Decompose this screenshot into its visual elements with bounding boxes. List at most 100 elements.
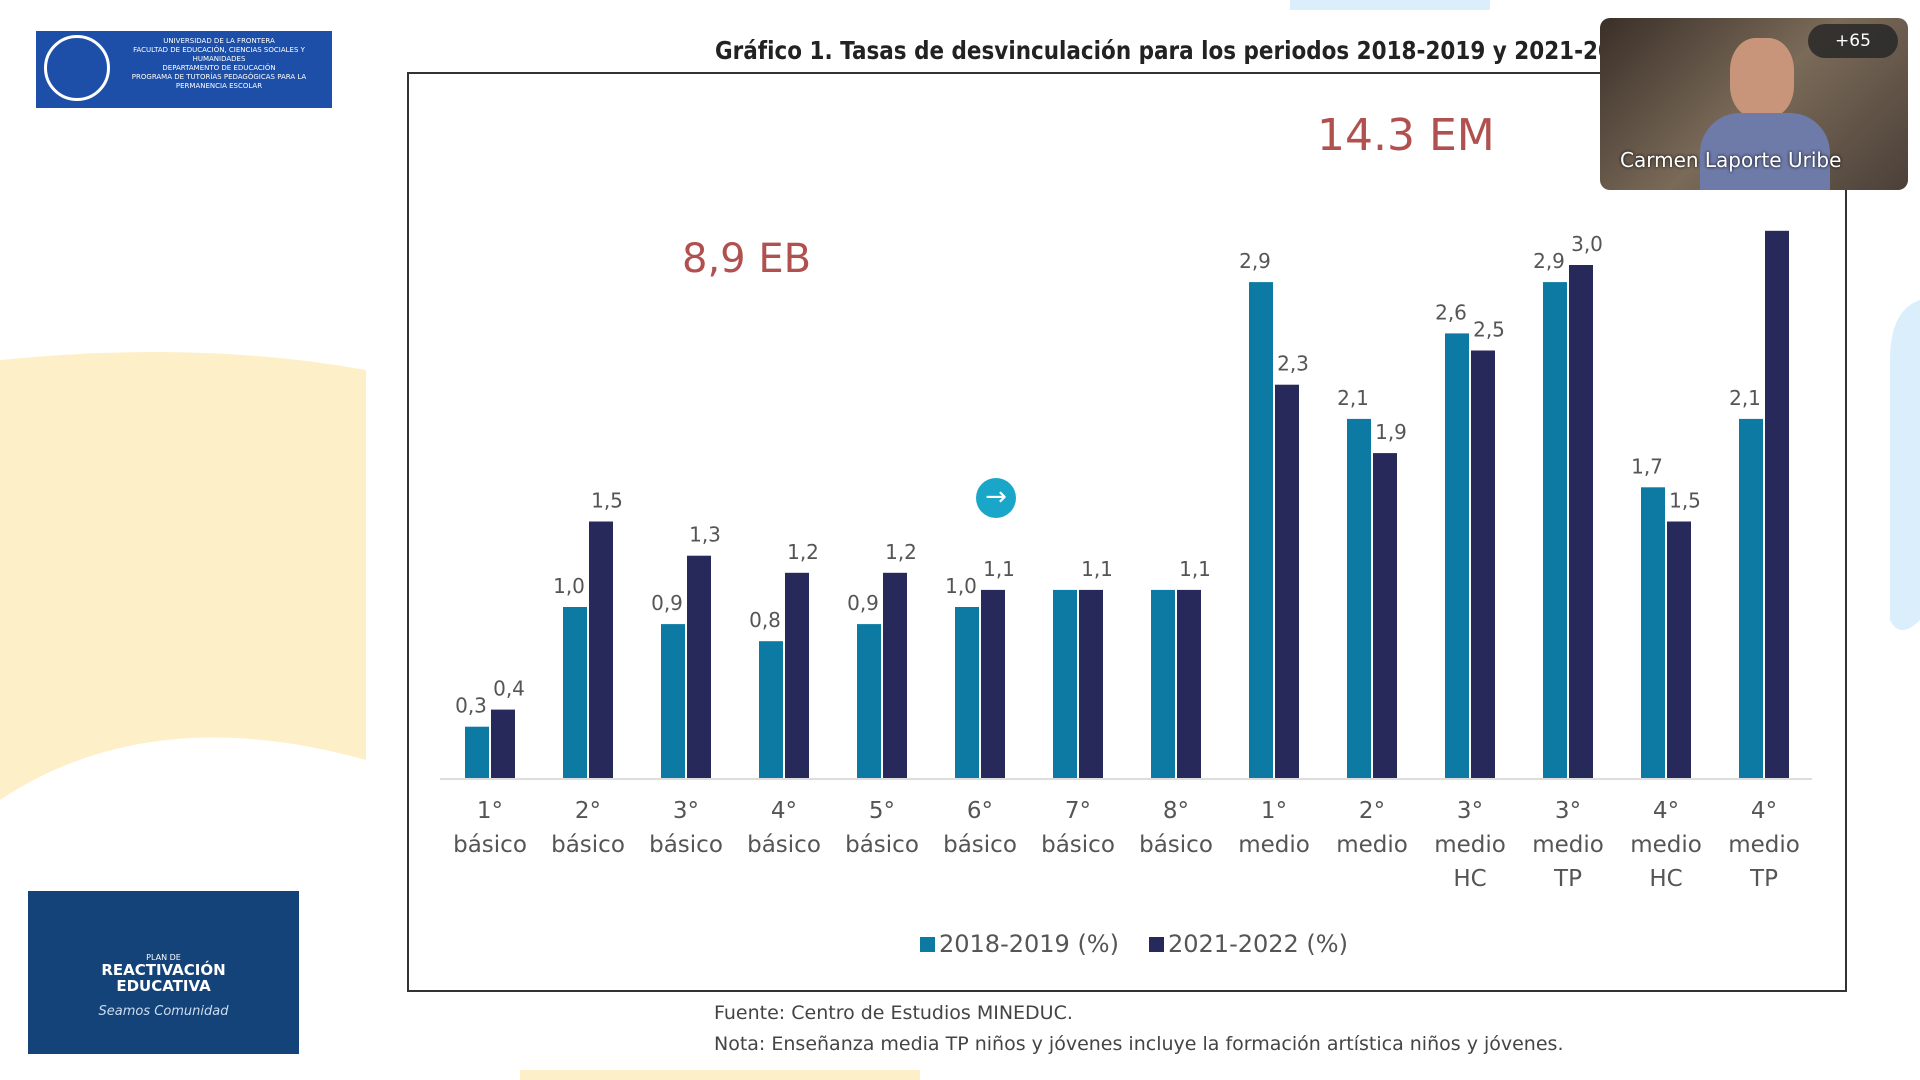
value-label: 1,5 (591, 489, 623, 513)
x-tick-label: 7° básico (1041, 798, 1115, 858)
bar (1641, 487, 1665, 778)
deco-shape (520, 1070, 920, 1080)
logo-text: DEPARTAMENTO DE EDUCACIÓN (162, 64, 276, 72)
logo-text: UNIVERSIDAD DE LA FRONTERA (163, 37, 275, 45)
bar (465, 726, 489, 778)
deco-shape (1890, 300, 1920, 630)
bar (1347, 418, 1371, 778)
source-note: Fuente: Centro de Estudios MINEDUC. (714, 1002, 1073, 1024)
bar (491, 709, 515, 778)
logo-text: FACULTAD DE EDUCACIÓN, CIENCIAS SOCIALES… (133, 46, 305, 63)
value-label: 1,2 (885, 540, 917, 564)
x-tick-label: 3° medio TP (1532, 798, 1604, 892)
bar (589, 521, 613, 778)
x-tick-label: 4° medio HC (1630, 798, 1702, 892)
bar (883, 572, 907, 778)
legend-label: 2018-2019 (%) (939, 930, 1119, 958)
bar (1373, 453, 1397, 778)
legend-item: 2021-2022 (%) (1148, 930, 1348, 958)
logo-emblem (44, 35, 110, 101)
bar (759, 641, 783, 778)
video-tile[interactable]: +65 Carmen Laporte Uribe (1600, 18, 1908, 190)
value-label: 1,5 (1669, 489, 1701, 513)
bar (1765, 230, 1789, 779)
deco-shape (1290, 0, 1490, 10)
participant-name: Carmen Laporte Uribe (1620, 148, 1842, 172)
x-tick-label: 2° medio (1336, 798, 1408, 858)
participant-count[interactable]: +65 (1808, 24, 1898, 58)
logo-text: REACTIVACIÓN (101, 961, 226, 979)
cursor-button[interactable]: → (976, 478, 1016, 518)
bar (1471, 350, 1495, 778)
logo-text: Seamos Comunidad (98, 1004, 229, 1019)
bar (1543, 282, 1567, 778)
bar (785, 572, 809, 778)
bar (1249, 282, 1273, 778)
bar (1445, 333, 1469, 778)
x-tick-label: 1° medio (1238, 798, 1310, 858)
x-tick-label: 2° básico (551, 798, 625, 858)
program-logo: PLAN DE REACTIVACIÓN EDUCATIVA Seamos Co… (28, 891, 299, 1054)
value-label: 0,3 (455, 694, 487, 718)
logo-text: PROGRAMA DE TUTORÍAS PEDAGÓGICAS PARA LA… (131, 73, 307, 90)
value-label: 2,3 (1277, 352, 1309, 376)
value-label: 1,3 (689, 523, 721, 547)
value-label: 1,0 (553, 574, 585, 598)
value-label: 1,1 (983, 557, 1015, 581)
university-logo: UNIVERSIDAD DE LA FRONTERA FACULTAD DE E… (36, 31, 332, 108)
bar (1151, 589, 1175, 778)
chart-frame (407, 72, 1847, 992)
annotation: 8,9 EB (682, 236, 812, 282)
bar (1569, 265, 1593, 778)
footnote: Nota: Enseñanza media TP niños y jóvenes… (714, 1033, 1564, 1055)
value-label: 1,1 (1179, 557, 1211, 581)
bar (1667, 521, 1691, 778)
x-tick-label: 4° básico (747, 798, 821, 858)
value-label: 2,9 (1239, 249, 1271, 273)
value-label: 1,7 (1631, 454, 1663, 478)
value-label: 2,1 (1337, 386, 1369, 410)
value-label: 1,9 (1375, 420, 1407, 444)
legend-swatch (920, 936, 935, 952)
bar (955, 607, 979, 778)
legend-item: 2018-2019 (%) (920, 930, 1119, 958)
bar (1739, 418, 1763, 778)
value-label: 3,0 (1571, 232, 1603, 256)
bar (687, 555, 711, 778)
annotation: 14.3 EM (1317, 110, 1495, 161)
participant-body (1700, 113, 1830, 190)
bar (1053, 589, 1077, 778)
x-tick-label: 3° medio HC (1434, 798, 1506, 892)
value-label: 0,8 (749, 608, 781, 632)
value-label: 0,9 (847, 591, 879, 615)
bar (857, 624, 881, 778)
legend: 2018-2019 (%) 2021-2022 (%) (920, 930, 1348, 958)
value-label: 2,6 (1435, 300, 1467, 324)
bar (1177, 589, 1201, 778)
legend-label: 2021-2022 (%) (1167, 930, 1348, 958)
x-tick-label: 4° medio TP (1728, 798, 1800, 892)
value-label: 1,0 (945, 574, 977, 598)
value-label: 2,5 (1473, 318, 1505, 342)
bar (1275, 384, 1299, 778)
x-tick-label: 3° básico (649, 798, 723, 858)
value-label: 1,2 (787, 540, 819, 564)
legend-swatch (1148, 936, 1164, 952)
value-label: 2,9 (1533, 249, 1565, 273)
chart-title: Gráfico 1. Tasas de desvinculación para … (715, 36, 1652, 65)
participant-face (1730, 38, 1794, 118)
x-tick-label: 6° básico (943, 798, 1017, 858)
logo-text: EDUCATIVA (116, 977, 211, 995)
value-label: 0,4 (493, 677, 525, 701)
bar (661, 624, 685, 778)
x-tick-label: 1° básico (453, 798, 527, 858)
logo-text: PLAN DE (146, 953, 181, 962)
notes: Fuente: Centro de Estudios MINEDUC. Nota… (714, 998, 1563, 1060)
value-label: 0,9 (651, 591, 683, 615)
bar (563, 607, 587, 778)
value-label: 1,1 (1081, 557, 1113, 581)
bar (981, 589, 1005, 778)
bar (1079, 589, 1103, 778)
